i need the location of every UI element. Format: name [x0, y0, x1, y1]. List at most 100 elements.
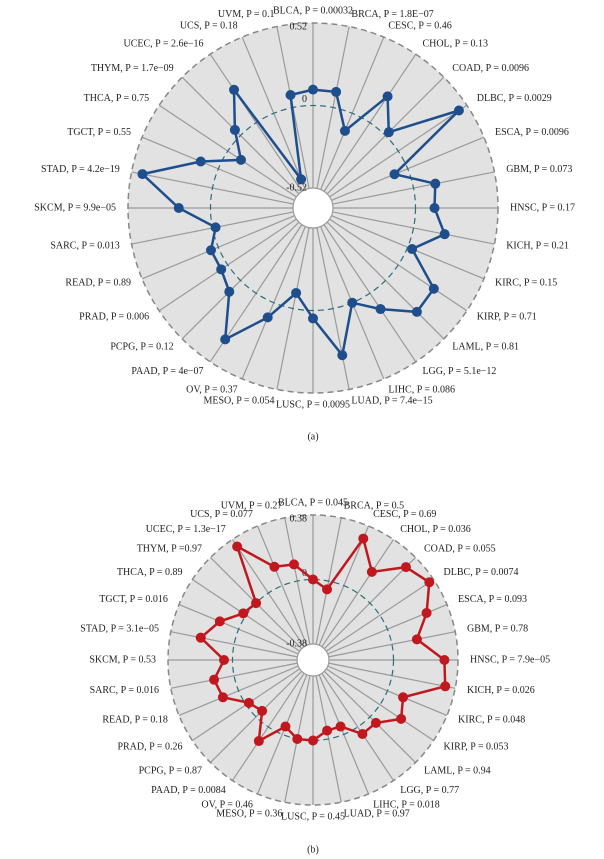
data-point — [308, 313, 318, 324]
tick-label: 0.38 — [290, 513, 308, 524]
category-label: UCEC, P = 2.6e−16 — [123, 38, 203, 49]
spoke — [170, 662, 298, 689]
data-point — [296, 174, 307, 185]
data-point — [308, 574, 318, 585]
data-point — [421, 607, 432, 618]
data-point — [428, 283, 439, 294]
category-label: DLBC, P = 0.0029 — [477, 93, 552, 104]
data-point — [238, 608, 249, 619]
data-point — [398, 692, 409, 703]
category-label: PCPG, P = 0.12 — [110, 342, 173, 353]
category-label: COAD, P = 0.0096 — [452, 63, 529, 74]
data-point — [453, 105, 464, 116]
category-label: UVM, P = 0.1 — [218, 9, 275, 20]
category-label: PCPG, P = 0.87 — [139, 765, 202, 776]
data-point — [430, 178, 441, 189]
data-point — [308, 84, 318, 95]
category-label: LAML, P = 0.94 — [424, 765, 491, 776]
category-label: COAD, P = 0.055 — [424, 543, 496, 554]
category-label: THCA, P = 0.89 — [117, 567, 183, 578]
data-point — [285, 90, 296, 101]
data-point — [347, 297, 358, 308]
category-label: BLCA, P = 0.045 — [278, 497, 348, 508]
spoke — [170, 631, 298, 658]
category-label: PRAD, P = 0.006 — [79, 312, 149, 323]
panel-caption: (b) — [307, 844, 319, 855]
grid-circle — [167, 514, 459, 806]
data-point — [205, 245, 216, 256]
spoke — [328, 631, 456, 658]
data-point — [219, 655, 230, 665]
category-label: CHOL, P = 0.13 — [422, 38, 488, 49]
category-label: KIRC, P = 0.048 — [458, 714, 525, 725]
category-label: OV, P = 0.46 — [201, 799, 252, 810]
category-label: GBM, P = 0.073 — [506, 164, 572, 175]
category-label: KICH, P = 0.21 — [506, 241, 569, 252]
category-label: CESC, P = 0.69 — [373, 509, 436, 520]
spoke — [256, 525, 308, 646]
category-label: PAAD, P = 4e−07 — [131, 366, 203, 377]
category-label: STAD, P = 4.2e−19 — [41, 164, 120, 175]
category-label: SKCM, P = 0.53 — [89, 654, 156, 665]
data-point — [220, 334, 231, 345]
category-label: LGG, P = 0.77 — [400, 785, 459, 796]
category-label: LUAD, P = 0.97 — [344, 808, 410, 819]
category-label: BRCA, P = 0.5 — [344, 500, 405, 511]
category-label: SARC, P = 0.016 — [90, 685, 159, 696]
category-label: HNSC, P = 0.17 — [510, 202, 575, 213]
tick-label: 0 — [302, 94, 307, 105]
data-point — [439, 655, 450, 665]
data-point — [382, 91, 393, 102]
data-point — [243, 697, 254, 708]
category-label: LUSC, P = 0.0095 — [276, 399, 350, 410]
data-point — [217, 692, 228, 703]
data-point — [339, 125, 350, 136]
data-point — [331, 86, 342, 97]
category-label: PRAD, P = 0.26 — [117, 742, 182, 753]
data-point — [253, 736, 264, 747]
category-label: UCS, P = 0.077 — [190, 509, 253, 520]
category-label: READ, P = 0.18 — [102, 714, 168, 725]
category-label: CHOL, P = 0.036 — [400, 524, 471, 535]
category-label: GBM, P = 0.78 — [467, 624, 528, 635]
data-point — [195, 156, 206, 167]
data-point — [439, 229, 450, 240]
data-point — [280, 721, 291, 732]
category-label: LIHC, P = 0.086 — [388, 384, 455, 395]
data-point — [262, 312, 273, 323]
category-label: ESCA, P = 0.0096 — [495, 127, 569, 138]
data-point — [424, 577, 435, 588]
category-label: LIHC, P = 0.018 — [373, 799, 440, 810]
category-label: UCS, P = 0.18 — [180, 20, 238, 31]
data-point — [358, 533, 369, 544]
grid-circle — [292, 187, 334, 229]
data-point — [229, 84, 240, 95]
category-label: THYM, P = 1.7e−09 — [91, 63, 174, 74]
data-point — [322, 584, 333, 595]
category-label: SARC, P = 0.013 — [50, 241, 119, 252]
category-label: ESCA, P = 0.093 — [458, 594, 527, 605]
panel-caption: (a) — [307, 431, 318, 442]
category-label: KICH, P = 0.026 — [467, 685, 535, 696]
category-label: TGCT, P = 0.55 — [67, 127, 131, 138]
data-point — [389, 169, 400, 180]
spoke — [321, 539, 395, 648]
data-point — [407, 244, 418, 255]
tick-label: -0.52 — [286, 182, 307, 193]
category-label: MESO, P = 0.054 — [203, 396, 274, 407]
data-point — [440, 681, 451, 692]
spoke — [256, 674, 308, 795]
data-point — [232, 541, 243, 552]
grid-circle — [296, 643, 330, 677]
data-point — [137, 169, 148, 180]
category-label: KIRP, P = 0.053 — [444, 742, 509, 753]
data-point — [337, 350, 348, 361]
data-point — [375, 304, 386, 315]
grid-circle — [209, 104, 417, 312]
data-point — [322, 725, 333, 736]
category-label: UCEC, P = 1.3e−17 — [146, 524, 226, 535]
category-label: UVM, P = 0.27 — [221, 500, 283, 511]
spoke — [210, 670, 303, 763]
category-label: TGCT, P = 0.016 — [99, 594, 168, 605]
